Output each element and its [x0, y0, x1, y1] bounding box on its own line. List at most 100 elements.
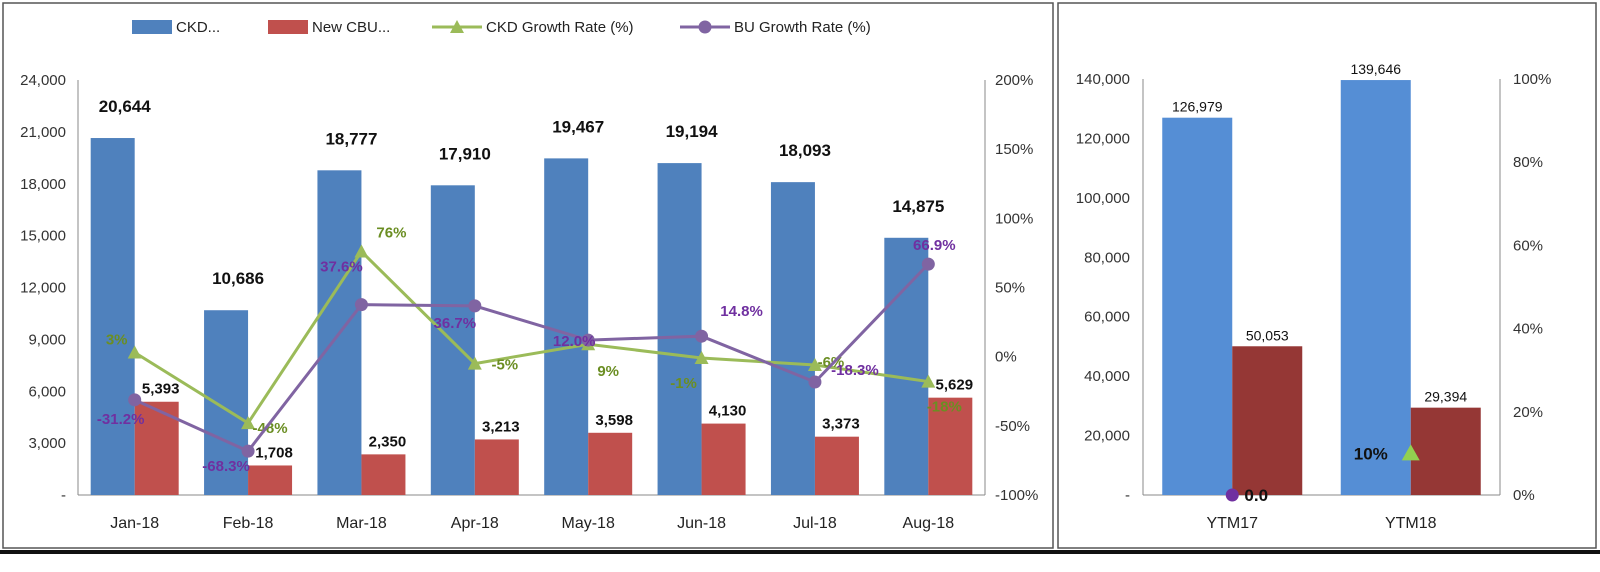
line-data-label: 36.7%	[434, 315, 477, 332]
legend-label: BU Growth Rate (%)	[734, 19, 871, 36]
legend-swatch-ckd	[132, 20, 172, 34]
bar-cbu	[361, 454, 406, 495]
line-data-label: 66.9%	[913, 237, 956, 254]
line-data-label: 9%	[597, 363, 619, 380]
line-ckd-growth	[133, 249, 929, 426]
right-chart-y-right-tick-label: 0%	[1513, 487, 1535, 504]
bar-cbu-data-label: 2,350	[369, 433, 407, 450]
right-panel-frame	[1057, 2, 1597, 549]
y-right-tick-label: -50%	[995, 418, 1030, 435]
y-left-tick-label: 6,000	[28, 383, 66, 400]
line-data-label: -18%	[927, 399, 962, 416]
bar-cbu-data-label: 5,393	[142, 381, 180, 398]
y-right-tick-label: 100%	[995, 210, 1033, 227]
line-data-label: -68.3%	[202, 458, 250, 475]
right-chart-y-right-tick-label: 20%	[1513, 404, 1543, 421]
line-data-label: -31.2%	[97, 411, 145, 428]
right-point-ckd-growth	[1401, 444, 1420, 461]
legend-marker-ckd-growth	[450, 20, 464, 33]
legend-swatch-cbu	[268, 20, 308, 34]
y-left-tick-label: 3,000	[28, 435, 66, 452]
y-left-tick-label: 21,000	[20, 124, 66, 141]
line-bu-growth	[134, 263, 930, 454]
right-chart-y-left-tick-label: 140,000	[1076, 71, 1130, 88]
point-ckd-growth	[467, 356, 482, 370]
bar-ckd-data-label: 10,686	[212, 269, 264, 288]
bar-cbu	[588, 432, 633, 495]
y-left-tick-label: 12,000	[20, 280, 66, 297]
bottom-rule	[0, 550, 1600, 554]
line-data-label: -5%	[491, 357, 518, 374]
right-chart-y-left-tick-label: 40,000	[1084, 368, 1130, 385]
right-chart-y-left-tick-label: 60,000	[1084, 309, 1130, 326]
right-chart-y-left-tick-label: 80,000	[1084, 249, 1130, 266]
bar-ckd	[544, 158, 589, 495]
y-left-tick-label: -	[61, 487, 66, 504]
right-chart-y-right-tick-label: 60%	[1513, 237, 1543, 254]
x-tick-label: Mar-18	[336, 515, 387, 532]
right-bar-ckd	[1162, 117, 1233, 495]
right-chart-y-left-tick-label: 100,000	[1076, 190, 1130, 207]
y-left-tick-label: 18,000	[20, 176, 66, 193]
point-bu-growth	[921, 257, 935, 271]
right-chart-x-tick-label: YTM18	[1385, 515, 1437, 532]
bar-ckd	[657, 163, 702, 495]
y-left-tick-label: 15,000	[20, 228, 66, 245]
right-chart-y-right-tick-label: 40%	[1513, 321, 1543, 338]
point-bu-growth	[695, 329, 709, 343]
x-tick-label: Jul-18	[793, 515, 837, 532]
y-right-tick-label: -100%	[995, 487, 1038, 504]
y-right-tick-label: 50%	[995, 280, 1025, 297]
bar-ckd-data-label: 18,093	[779, 141, 831, 160]
legend-label: New CBU...	[312, 19, 390, 36]
point-bu-growth	[354, 298, 368, 312]
line-data-label: 37.6%	[320, 259, 363, 276]
right-chart-y-left-tick-label: -	[1125, 487, 1130, 504]
bar-ckd-data-label: 17,910	[439, 144, 491, 163]
right-chart-y-left-tick-label: 20,000	[1084, 428, 1130, 445]
point-bu-growth	[128, 393, 142, 407]
bar-ckd	[90, 138, 135, 496]
line-data-label: 12.0%	[553, 333, 596, 350]
bar-cbu	[928, 397, 973, 495]
y-right-tick-label: 150%	[995, 141, 1033, 158]
legend-marker-bu-growth	[698, 20, 712, 34]
point-bu-growth	[581, 333, 595, 347]
point-bu-growth	[241, 444, 255, 458]
right-bar-ckd-data-label: 126,979	[1172, 99, 1223, 115]
bar-ckd-data-label: 19,194	[666, 122, 719, 141]
line-data-label: 3%	[106, 332, 128, 349]
line-data-label: 14.8%	[720, 303, 763, 320]
right-bar-cbu	[1232, 346, 1303, 495]
bar-cbu-data-label: 5,629	[936, 377, 974, 394]
bar-ckd-data-label: 14,875	[892, 197, 944, 216]
legend-label: CKD Growth Rate (%)	[486, 19, 634, 36]
right-point-ckd-growth-label: 10%	[1354, 444, 1388, 463]
line-data-label: -18.3%	[831, 362, 879, 379]
line-data-label: -1%	[670, 375, 697, 392]
bar-cbu	[701, 423, 746, 495]
line-data-label: 76%	[376, 225, 406, 242]
bar-cbu-data-label: 3,598	[595, 412, 633, 429]
right-bar-cbu-data-label: 50,053	[1246, 327, 1289, 343]
bar-cbu	[248, 465, 293, 495]
x-tick-label: Jan-18	[110, 515, 159, 532]
right-point-bu-growth-label: 0.0	[1244, 486, 1268, 505]
bar-cbu-data-label: 3,213	[482, 418, 520, 435]
point-ckd-growth	[127, 345, 142, 359]
x-tick-label: Jun-18	[677, 515, 726, 532]
x-tick-label: May-18	[562, 515, 615, 532]
bar-cbu-data-label: 3,373	[822, 416, 860, 433]
x-tick-label: Aug-18	[903, 515, 955, 532]
bar-ckd-data-label: 18,777	[325, 129, 377, 148]
right-chart-y-right-tick-label: 100%	[1513, 71, 1551, 88]
y-right-tick-label: 200%	[995, 72, 1033, 89]
point-bu-growth	[808, 375, 822, 389]
right-bar-cbu	[1410, 407, 1481, 495]
point-ckd-growth	[241, 416, 256, 430]
legend-label: CKD...	[176, 19, 220, 36]
bar-ckd-data-label: 20,644	[99, 97, 152, 116]
right-chart-y-right-tick-label: 80%	[1513, 154, 1543, 171]
bar-cbu	[814, 436, 859, 495]
